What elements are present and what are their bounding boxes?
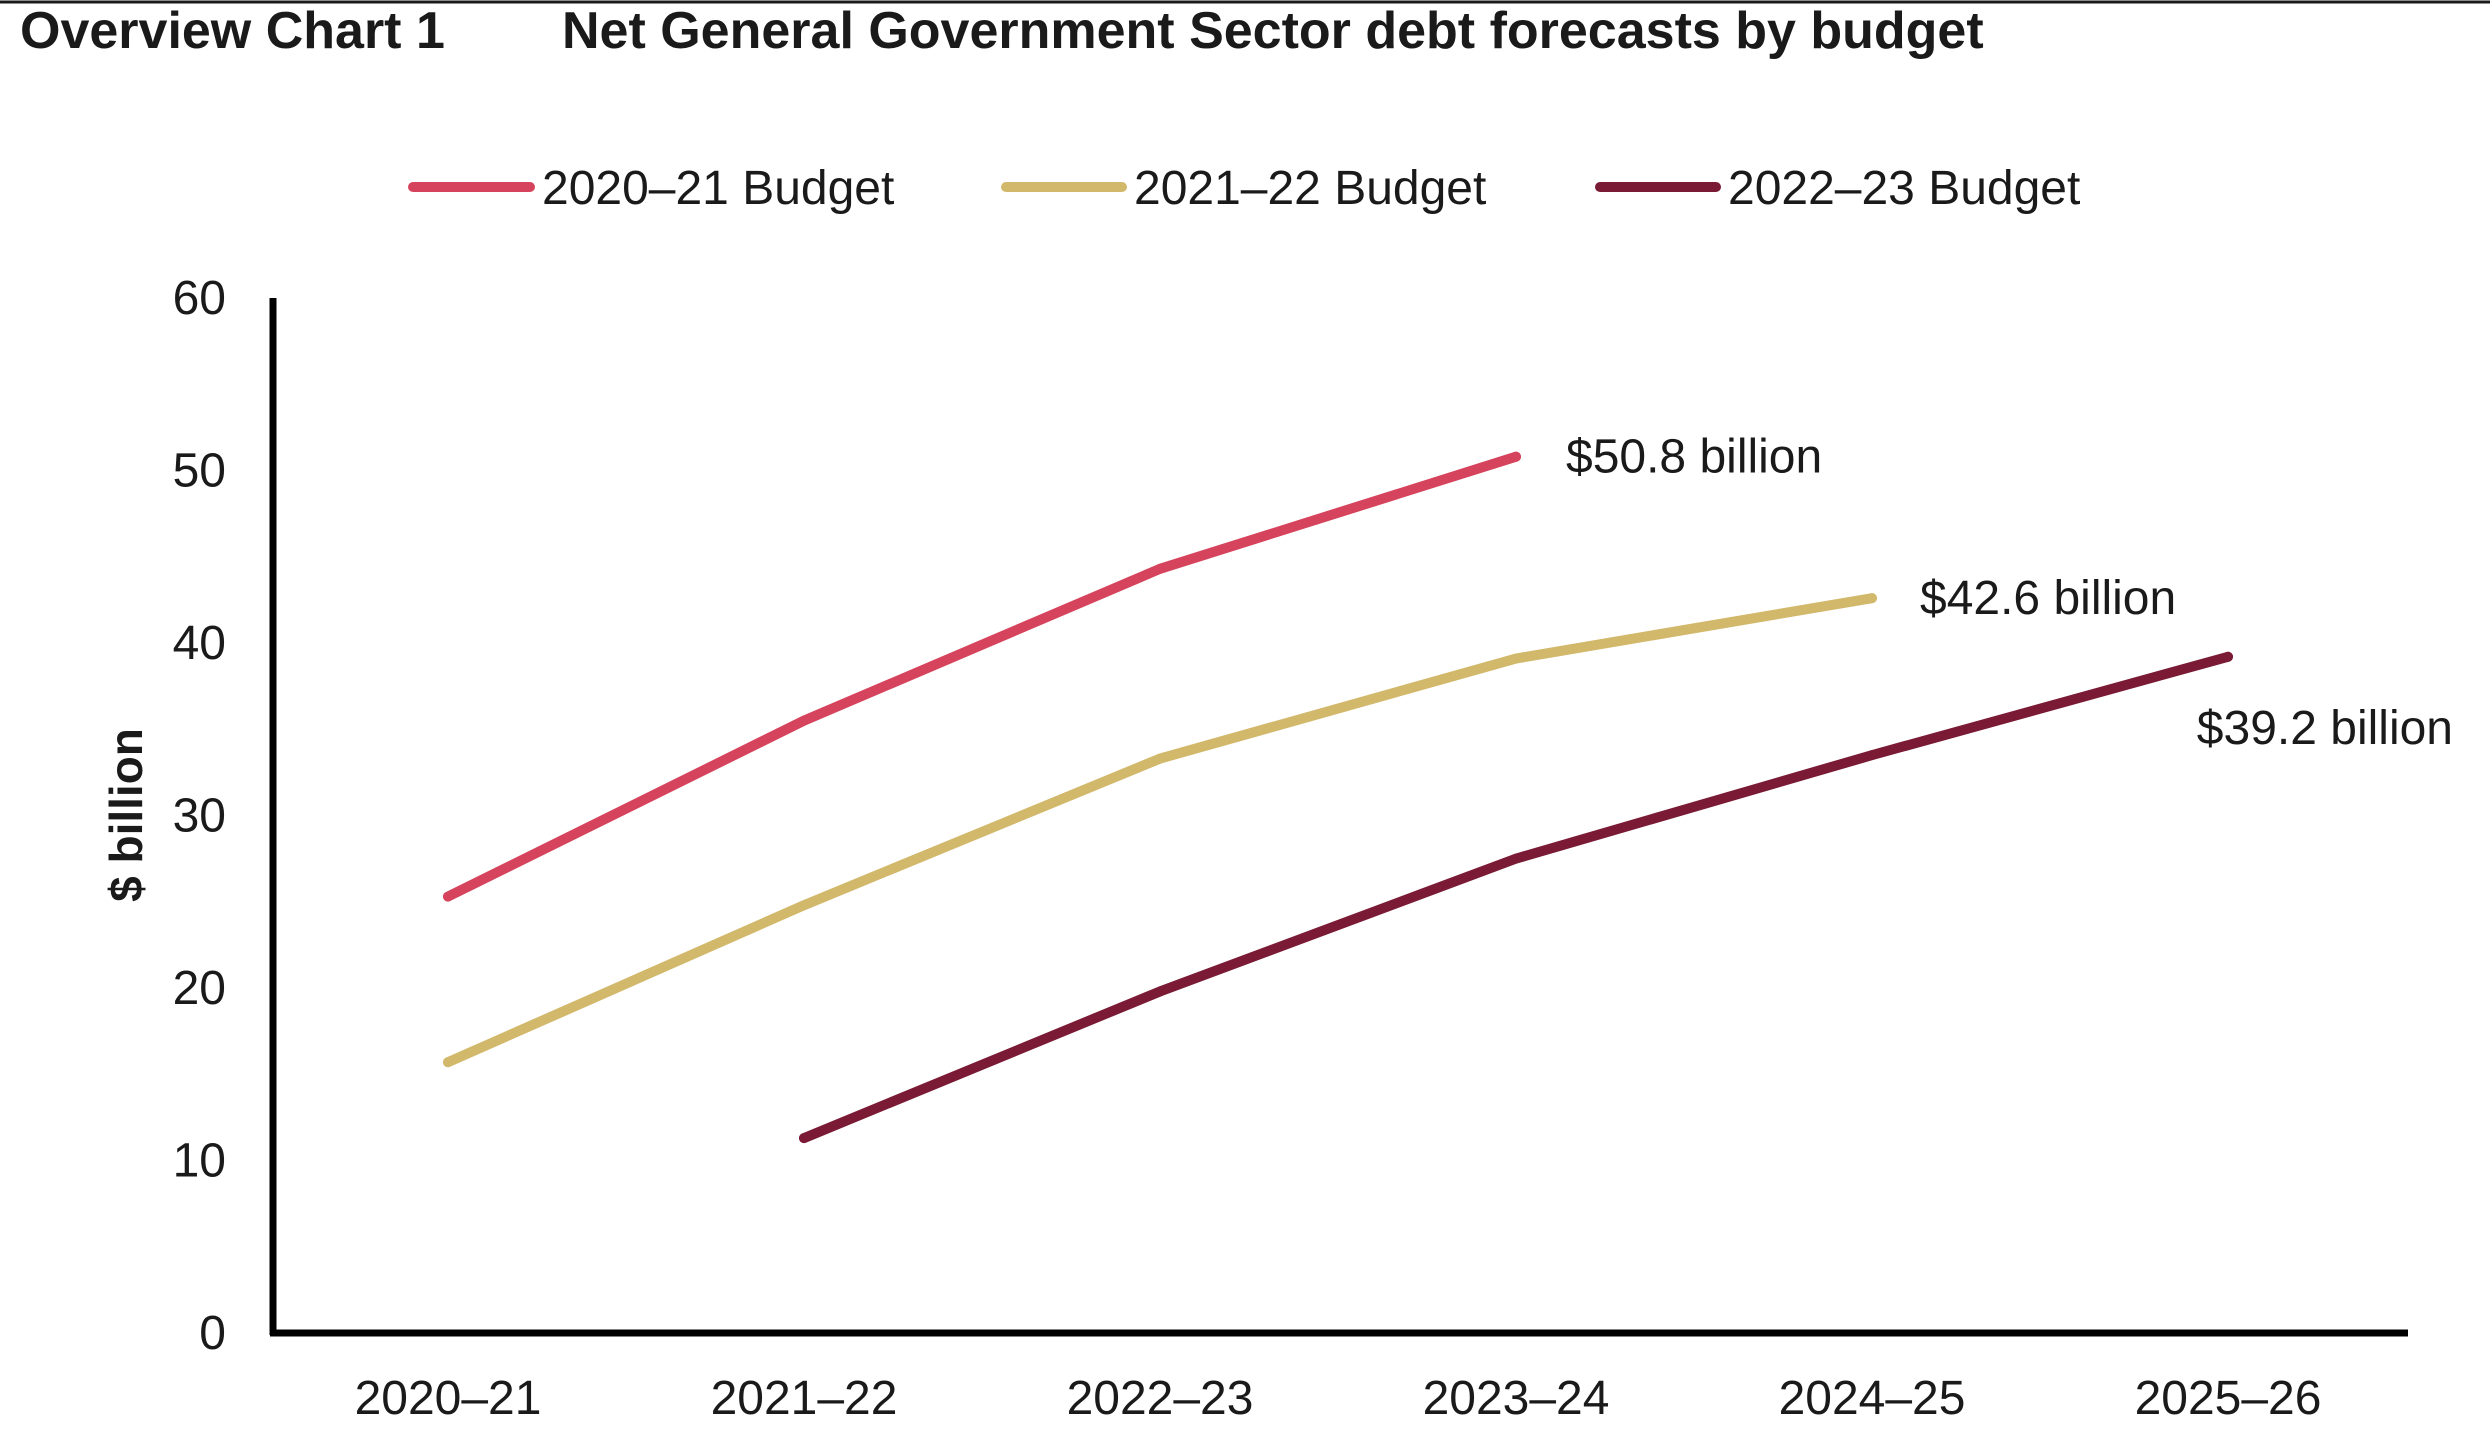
y-tick-label-30: 30	[173, 790, 226, 843]
chart-title: Net General Government Sector debt forec…	[562, 2, 1984, 60]
series-3-point-2	[1155, 986, 1165, 997]
legend-label-1: 2020–21 Budget	[542, 162, 894, 215]
series-line-3	[799, 651, 2233, 1144]
y-tick-label-20: 20	[173, 962, 226, 1015]
series-3-point-5	[2223, 651, 2233, 662]
series-3-point-1	[799, 1133, 809, 1144]
x-axis-ticks: 2020–21 2021–22 2022–23 2023–24 2024–25 2025–…	[355, 1372, 2322, 1425]
y-tick-label-50: 50	[173, 445, 226, 498]
series-line-1	[443, 451, 1521, 902]
y-tick-label-40: 40	[173, 617, 226, 670]
series-2-point-3	[1155, 753, 1165, 764]
end-label-1: $50.8 billion	[1566, 431, 1822, 484]
end-label-3: $39.2 billion	[2197, 702, 2453, 755]
series-2-point-5	[1867, 593, 1877, 604]
legend-label-3: 2022–23 Budget	[1728, 162, 2080, 215]
x-tick-label-2: 2021–22	[711, 1372, 898, 1425]
series-3-point-4	[1867, 750, 1877, 761]
series-1-point-2	[799, 715, 809, 726]
series-2-point-4	[1511, 653, 1521, 664]
end-label-2: $42.6 billion	[1920, 572, 2176, 625]
series-1-point-4	[1511, 451, 1521, 462]
x-tick-label-1: 2020–21	[355, 1372, 542, 1425]
legend: 2020–21 Budget 2021–22 Budget 2022–23 Budg…	[408, 162, 2080, 215]
y-axis-ticks: 0 10 20 30 40 50 60	[173, 272, 226, 1360]
x-tick-label-6: 2025–26	[2135, 1372, 2322, 1425]
series-2-point-1	[443, 1057, 453, 1068]
series-lines	[443, 451, 2233, 1144]
y-tick-label-0: 0	[199, 1307, 226, 1360]
y-tick-label-10: 10	[173, 1135, 226, 1188]
series-1-point-3	[1155, 563, 1165, 574]
series-1-point-1	[443, 891, 453, 902]
x-tick-label-3: 2022–23	[1067, 1372, 1254, 1425]
series-2-point-2	[799, 900, 809, 911]
y-axis-label: $ billion	[100, 728, 152, 902]
legend-label-2: 2021–22 Budget	[1134, 162, 1486, 215]
x-tick-label-5: 2024–25	[1779, 1372, 1966, 1425]
y-tick-label-60: 60	[173, 272, 226, 325]
chart-label: Overview Chart 1	[20, 2, 445, 60]
series-3-point-3	[1511, 853, 1521, 864]
x-tick-label-4: 2023–24	[1423, 1372, 1610, 1425]
end-labels: $50.8 billion $42.6 billion $39.2 billion	[1566, 431, 2453, 755]
